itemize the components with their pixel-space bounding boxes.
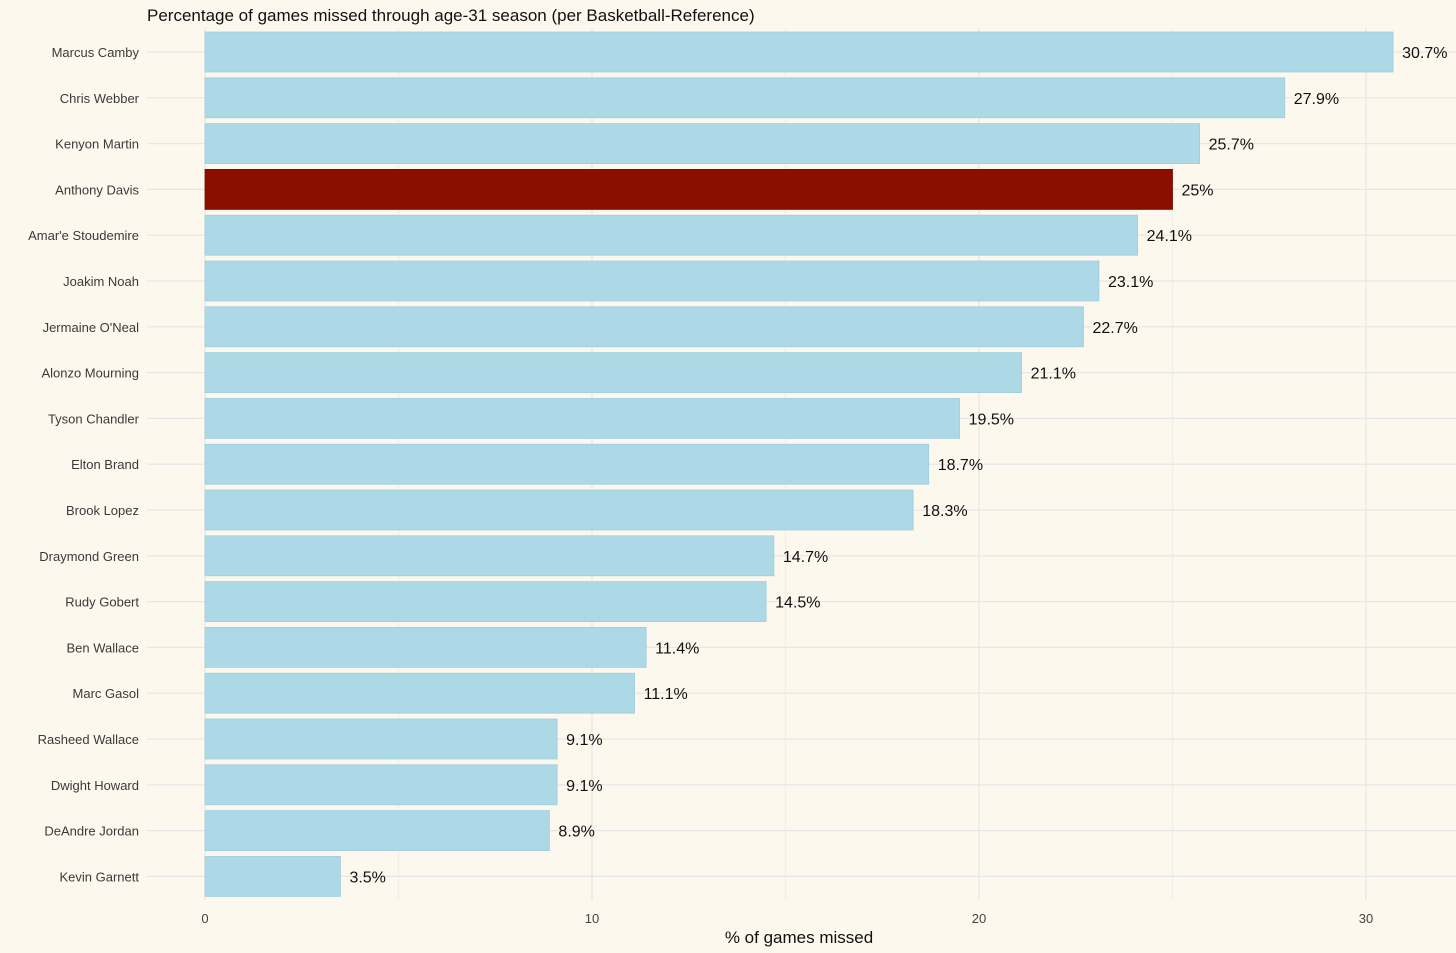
- x-tick-label: 10: [585, 911, 599, 926]
- value-label: 8.9%: [558, 824, 594, 841]
- value-label: 25%: [1182, 182, 1214, 199]
- bar-rasheed-wallace: [204, 718, 558, 760]
- bar-elton-brand: [204, 443, 930, 485]
- bars: [204, 31, 1394, 897]
- bar-marc-gasol: [204, 672, 635, 714]
- bar-alonzo-mourning: [204, 352, 1022, 394]
- value-label: 9.1%: [566, 778, 602, 795]
- value-label: 11.1%: [644, 686, 688, 703]
- x-tick-label: 20: [972, 911, 986, 926]
- x-tick-label: 0: [201, 911, 208, 926]
- bar-ben-wallace: [204, 627, 647, 668]
- x-tick-label: 30: [1359, 911, 1373, 926]
- category-labels: Marcus Camby Chris Webber Kenyon Martin Ant…: [28, 45, 140, 884]
- value-label: 22.7%: [1092, 320, 1137, 337]
- category-label: Marcus Camby: [52, 45, 140, 60]
- category-label: DeAndre Jordan: [44, 824, 139, 839]
- bar-kenyon-martin: [204, 123, 1200, 164]
- category-label: Rasheed Wallace: [38, 732, 139, 747]
- bar-dwight-howard: [204, 764, 558, 806]
- category-label: Jermaine O'Neal: [43, 320, 140, 335]
- category-label: Rudy Gobert: [65, 595, 139, 610]
- category-label: Kevin Garnett: [60, 869, 140, 884]
- category-label: Elton Brand: [71, 457, 139, 472]
- bar-amar-e-stoudemire: [204, 214, 1139, 256]
- category-label: Alonzo Mourning: [41, 366, 139, 381]
- value-label: 14.5%: [775, 595, 820, 612]
- bar-tyson-chandler: [204, 397, 961, 439]
- bar-deandre-jordan: [204, 810, 550, 851]
- category-label: Joakim Noah: [63, 274, 139, 289]
- value-label: 14.7%: [783, 549, 828, 566]
- category-label: Draymond Green: [39, 549, 139, 564]
- bar-anthony-davis: [204, 168, 1173, 210]
- value-label: 3.5%: [349, 869, 385, 886]
- category-label: Marc Gasol: [73, 686, 140, 701]
- value-label: 18.3%: [922, 503, 967, 520]
- chart-title: Percentage of games missed through age-3…: [147, 6, 755, 25]
- category-label: Ben Wallace: [67, 640, 140, 655]
- category-label: Tyson Chandler: [48, 411, 140, 426]
- bar-kevin-garnett: [204, 856, 341, 897]
- category-label: Kenyon Martin: [55, 137, 139, 152]
- bar-joakim-noah: [204, 260, 1100, 302]
- value-label: 24.1%: [1147, 228, 1192, 245]
- bar-rudy-gobert: [204, 581, 767, 622]
- bar-chris-webber: [204, 77, 1286, 119]
- category-label: Brook Lopez: [66, 503, 139, 518]
- category-label: Dwight Howard: [51, 778, 139, 793]
- value-label: 9.1%: [566, 732, 602, 749]
- value-label: 30.7%: [1402, 45, 1447, 62]
- x-tick-labels: 0 10 20 30: [201, 911, 1373, 926]
- value-label: 23.1%: [1108, 274, 1153, 291]
- category-label: Amar'e Stoudemire: [28, 228, 139, 243]
- value-label: 27.9%: [1294, 91, 1339, 108]
- value-label: 19.5%: [969, 411, 1014, 428]
- value-label: 25.7%: [1209, 137, 1254, 154]
- bar-marcus-camby: [204, 31, 1394, 73]
- category-label: Anthony Davis: [55, 182, 139, 197]
- value-label: 11.4%: [655, 640, 699, 657]
- value-label: 18.7%: [938, 457, 983, 474]
- category-label: Chris Webber: [60, 91, 140, 106]
- value-labels: 30.7% 27.9% 25.7% 25% 24.1% 23.1% 22.7% 21.1% 19…: [349, 45, 1447, 886]
- bar-jermaine-o-neal: [204, 306, 1084, 348]
- bar-draymond-green: [204, 535, 775, 577]
- value-label: 21.1%: [1031, 366, 1076, 383]
- bar-brook-lopez: [204, 489, 914, 531]
- x-axis-title: % of games missed: [725, 928, 873, 947]
